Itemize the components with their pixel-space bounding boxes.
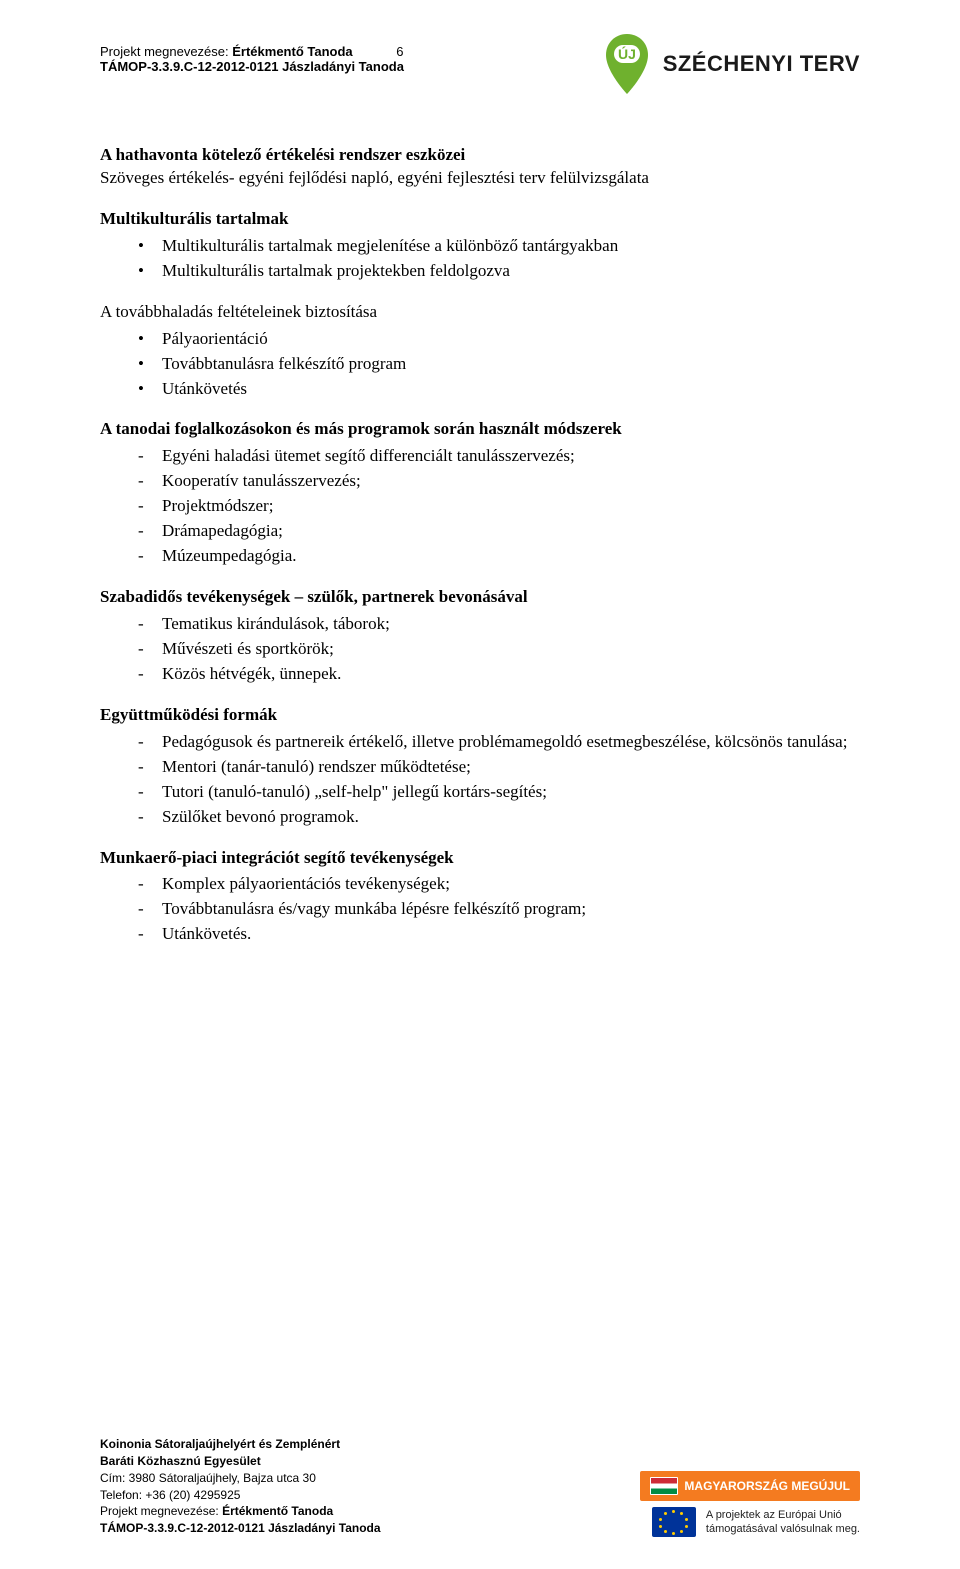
list-item: Projektmódszer;	[100, 495, 860, 518]
badge-magyarorszag-megujul: MAGYARORSZÁG MEGÚJUL	[640, 1471, 860, 1501]
section-2-title: Multikulturális tartalmak	[100, 208, 860, 231]
eu-funding-text: A projektek az Európai Unió támogatásáva…	[706, 1508, 860, 1537]
list-item: Szülőket bevonó programok.	[100, 806, 860, 829]
footer-tamop: TÁMOP-3.3.9.C-12-2012-0121 Jászladányi T…	[100, 1520, 381, 1537]
list-item: Tutori (tanuló-tanuló) „self-help" jelle…	[100, 781, 860, 804]
section-3-list: Pályaorientáció Továbbtanulásra felkészí…	[100, 328, 860, 401]
project-label: Projekt megnevezése:	[100, 44, 232, 59]
footer-telephone: Telefon: +36 (20) 4295925	[100, 1487, 381, 1504]
page-number: 6	[396, 44, 403, 59]
list-item: Utánkövetés	[100, 378, 860, 401]
page-root: Projekt megnevezése: Értékmentő Tanoda 6…	[0, 0, 960, 1569]
section-6-list: Pedagógusok és partnereik értékelő, ille…	[100, 731, 860, 829]
list-item: Drámapedagógia;	[100, 520, 860, 543]
eu-funding-row: A projektek az Európai Unió támogatásáva…	[652, 1507, 860, 1537]
section-5-list: Tematikus kirándulások, táborok; Művésze…	[100, 613, 860, 686]
footer-org1: Koinonia Sátoraljaújhelyért és Zemplénér…	[100, 1436, 381, 1453]
section-7-title: Munkaerő-piaci integrációt segítő tevéke…	[100, 847, 860, 870]
eu-text-line2: támogatásával valósulnak meg.	[706, 1522, 860, 1536]
list-item: Tematikus kirándulások, táborok;	[100, 613, 860, 636]
page-footer: Koinonia Sátoraljaújhelyért és Zemplénér…	[100, 1436, 860, 1537]
footer-left: Koinonia Sátoraljaújhelyért és Zemplénér…	[100, 1436, 381, 1537]
list-item: Egyéni haladási ütemet segítő differenci…	[100, 445, 860, 468]
section-7-list: Komplex pályaorientációs tevékenységek; …	[100, 873, 860, 946]
list-item: Pedagógusok és partnereik értékelő, ille…	[100, 731, 860, 754]
logo-badge-text: ÚJ	[618, 45, 636, 62]
section-1-title: A hathavonta kötelező értékelési rendsze…	[100, 144, 860, 167]
list-item: Közös hétvégék, ünnepek.	[100, 663, 860, 686]
footer-project-label: Projekt megnevezése:	[100, 1504, 222, 1518]
list-item: Kooperatív tanulásszervezés;	[100, 470, 860, 493]
footer-org2: Baráti Közhasznú Egyesület	[100, 1453, 381, 1470]
list-item: Pályaorientáció	[100, 328, 860, 351]
header-left: Projekt megnevezése: Értékmentő Tanoda 6…	[100, 32, 404, 74]
list-item: Továbbtanulásra felkészítő program	[100, 353, 860, 376]
document-body: A hathavonta kötelező értékelési rendsze…	[100, 144, 860, 946]
section-3-title: A továbbhaladás feltételeinek biztosítás…	[100, 301, 860, 324]
section-1-subtitle: Szöveges értékelés- egyéni fejlődési nap…	[100, 167, 860, 190]
eu-text-line1: A projektek az Európai Unió	[706, 1508, 860, 1522]
section-2-list: Multikulturális tartalmak megjelenítése …	[100, 235, 860, 283]
project-name: Értékmentő Tanoda	[232, 44, 352, 59]
list-item: Komplex pályaorientációs tevékenységek;	[100, 873, 860, 896]
footer-project: Projekt megnevezése: Értékmentő Tanoda	[100, 1503, 381, 1520]
footer-address: Cím: 3980 Sátoraljaújhely, Bajza utca 30	[100, 1470, 381, 1487]
section-5-title: Szabadidős tevékenységek – szülők, partn…	[100, 586, 860, 609]
page-header: Projekt megnevezése: Értékmentő Tanoda 6…	[100, 32, 860, 96]
map-pin-icon: ÚJ	[603, 32, 651, 96]
list-item: Multikulturális tartalmak projektekben f…	[100, 260, 860, 283]
footer-right: MAGYARORSZÁG MEGÚJUL A projektek az Eur	[640, 1471, 860, 1537]
list-item: Továbbtanulásra és/vagy munkába lépésre …	[100, 898, 860, 921]
szechenyi-text: SZÉCHENYI TERV	[663, 51, 860, 77]
hungary-flag-icon	[650, 1477, 678, 1495]
list-item: Mentori (tanár-tanuló) rendszer működtet…	[100, 756, 860, 779]
section-4-list: Egyéni haladási ütemet segítő differenci…	[100, 445, 860, 568]
szechenyi-logo: ÚJ SZÉCHENYI TERV	[603, 32, 860, 96]
badge-mo-text: MAGYARORSZÁG MEGÚJUL	[684, 1479, 850, 1493]
list-item: Művészeti és sportkörök;	[100, 638, 860, 661]
section-4-title: A tanodai foglalkozásokon és más program…	[100, 418, 860, 441]
tamop-line: TÁMOP-3.3.9.C-12-2012-0121 Jászladányi T…	[100, 59, 404, 74]
list-item: Multikulturális tartalmak megjelenítése …	[100, 235, 860, 258]
project-title-line: Projekt megnevezése: Értékmentő Tanoda 6	[100, 44, 404, 59]
section-6-title: Együttműködési formák	[100, 704, 860, 727]
footer-project-name: Értékmentő Tanoda	[222, 1504, 333, 1518]
eu-flag-icon	[652, 1507, 696, 1537]
list-item: Utánkövetés.	[100, 923, 860, 946]
list-item: Múzeumpedagógia.	[100, 545, 860, 568]
